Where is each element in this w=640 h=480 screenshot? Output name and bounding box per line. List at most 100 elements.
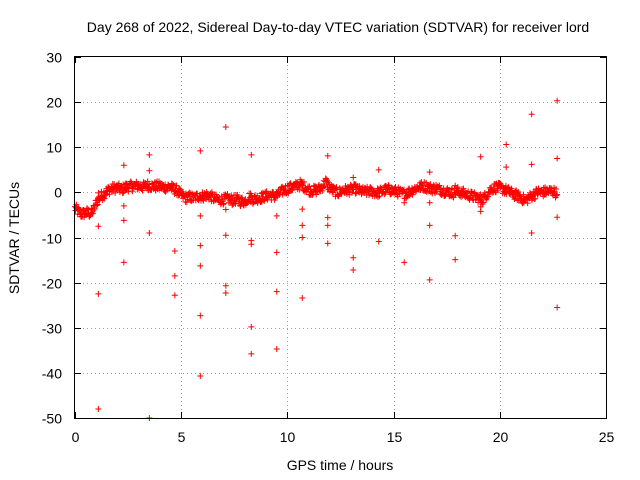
outlier-point bbox=[554, 155, 561, 162]
outlier-point bbox=[503, 141, 510, 148]
band-point bbox=[553, 185, 560, 192]
band-point bbox=[350, 186, 357, 193]
outlier-point bbox=[120, 217, 127, 224]
outlier-point bbox=[146, 167, 153, 174]
chart-title: Day 268 of 2022, Sidereal Day-to-day VTE… bbox=[87, 19, 589, 35]
x-tick-label: 20 bbox=[493, 429, 509, 445]
x-tick-label: 15 bbox=[387, 429, 403, 445]
outlier-point bbox=[299, 222, 306, 229]
band-point bbox=[299, 181, 306, 188]
y-tick-label: -30 bbox=[42, 321, 62, 337]
band-point bbox=[144, 178, 151, 185]
outlier-point bbox=[273, 212, 280, 219]
outlier-point bbox=[299, 294, 306, 301]
outlier-point bbox=[95, 223, 102, 230]
band-point bbox=[330, 189, 337, 196]
outlier-point bbox=[120, 259, 127, 266]
outlier-point bbox=[503, 164, 510, 171]
outlier-point bbox=[477, 208, 484, 215]
band-point bbox=[296, 186, 303, 193]
band-point bbox=[279, 183, 286, 190]
band-point bbox=[375, 193, 382, 200]
band-point bbox=[511, 196, 518, 203]
band-point bbox=[112, 189, 119, 196]
band-point bbox=[480, 199, 487, 206]
outlier-point bbox=[528, 111, 535, 118]
y-tick-label: -40 bbox=[42, 366, 62, 382]
outlier-point bbox=[146, 229, 153, 236]
band-point bbox=[220, 200, 227, 207]
x-tick-label: 0 bbox=[72, 429, 80, 445]
outlier-point bbox=[528, 161, 535, 168]
outlier-point bbox=[222, 282, 229, 289]
outlier-point bbox=[554, 214, 561, 221]
outlier-point bbox=[401, 259, 408, 266]
data-points bbox=[72, 97, 561, 421]
outlier-point bbox=[350, 174, 357, 181]
y-tick-label: -10 bbox=[42, 231, 62, 247]
outlier-point bbox=[350, 254, 357, 261]
band-point bbox=[394, 193, 401, 200]
outlier-point bbox=[324, 214, 331, 221]
band-point bbox=[553, 192, 560, 199]
band-point bbox=[313, 191, 320, 198]
band-point bbox=[93, 202, 100, 209]
outlier-point bbox=[95, 290, 102, 297]
outlier-point bbox=[197, 312, 204, 319]
outlier-point bbox=[171, 292, 178, 299]
outlier-point bbox=[426, 199, 433, 206]
outlier-point bbox=[324, 222, 331, 229]
outlier-point bbox=[452, 232, 459, 239]
outlier-point bbox=[197, 242, 204, 249]
y-tick-label: -50 bbox=[42, 411, 62, 427]
outlier-point bbox=[350, 266, 357, 273]
band-point bbox=[300, 178, 307, 185]
outlier-point bbox=[452, 256, 459, 263]
band-point bbox=[194, 190, 201, 197]
outlier-point bbox=[248, 323, 255, 330]
outlier-point bbox=[426, 222, 433, 229]
outlier-point bbox=[554, 304, 561, 311]
outlier-point bbox=[248, 350, 255, 357]
band-point bbox=[554, 191, 561, 198]
x-tick-label: 10 bbox=[280, 429, 296, 445]
band-point bbox=[173, 182, 180, 189]
outlier-point bbox=[222, 290, 229, 297]
y-tick-label: 0 bbox=[54, 185, 62, 201]
x-axis-label: GPS time / hours bbox=[287, 457, 394, 473]
band-point bbox=[505, 184, 512, 191]
outlier-point bbox=[248, 151, 255, 158]
outlier-point bbox=[197, 262, 204, 269]
outlier-point bbox=[95, 405, 102, 412]
y-tick-label: 20 bbox=[46, 95, 62, 111]
outlier-point bbox=[248, 241, 255, 248]
x-tick-label: 25 bbox=[599, 429, 615, 445]
y-tick-label: 10 bbox=[46, 140, 62, 156]
outlier-point bbox=[273, 345, 280, 352]
y-tick-label: 30 bbox=[46, 50, 62, 66]
plot-frame bbox=[74, 56, 607, 419]
y-axis-label: SDTVAR / TECUs bbox=[6, 182, 22, 294]
outlier-point bbox=[375, 166, 382, 173]
outlier-point bbox=[171, 272, 178, 279]
band-point bbox=[494, 187, 501, 194]
outlier-point bbox=[197, 373, 204, 380]
outlier-point bbox=[324, 240, 331, 247]
outlier-point bbox=[477, 153, 484, 160]
outlier-point bbox=[528, 229, 535, 236]
axis-ticks: 0 5 10 15 20 25 -50 -40 -30 -20 -10 0 10 20 30 bbox=[42, 50, 615, 446]
y-tick-label: -20 bbox=[42, 276, 62, 292]
outlier-point bbox=[146, 151, 153, 158]
band-point bbox=[94, 201, 101, 208]
band-point bbox=[515, 188, 522, 195]
outlier-point bbox=[299, 234, 306, 241]
band-point bbox=[80, 206, 87, 213]
band-point bbox=[183, 199, 190, 206]
outlier-point bbox=[554, 97, 561, 104]
grid-lines bbox=[75, 57, 606, 418]
outlier-point bbox=[197, 212, 204, 219]
outlier-point bbox=[171, 248, 178, 255]
outlier-point bbox=[299, 206, 306, 213]
band-point bbox=[103, 191, 110, 198]
